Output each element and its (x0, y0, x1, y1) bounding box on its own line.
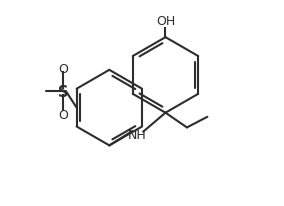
Text: OH: OH (156, 15, 175, 28)
Text: O: O (59, 63, 68, 76)
Text: S: S (58, 84, 69, 99)
Text: O: O (59, 108, 68, 121)
Text: NH: NH (128, 128, 147, 141)
